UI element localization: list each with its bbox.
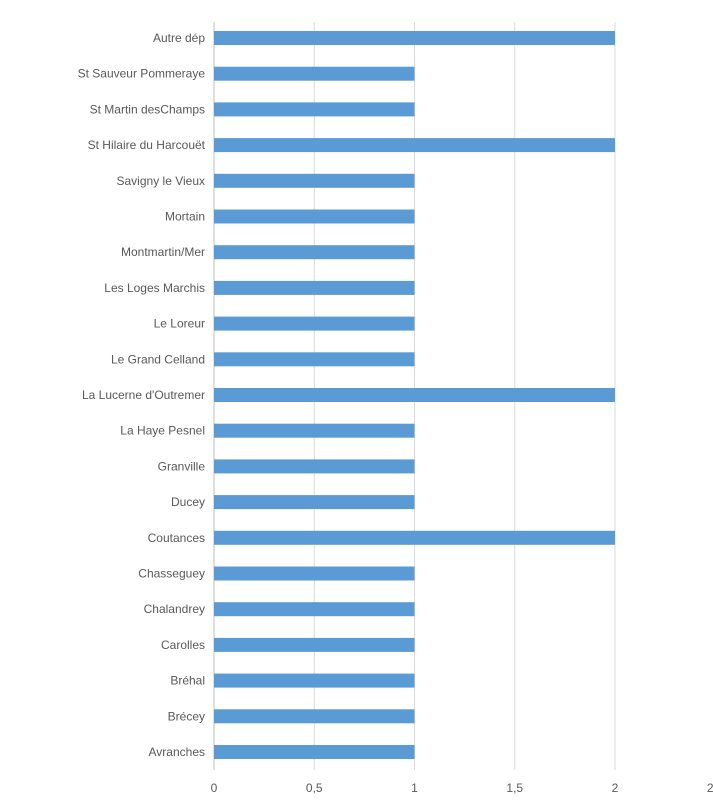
category-label: St Martin desChamps <box>90 102 205 116</box>
bar <box>214 209 415 224</box>
bar <box>214 423 415 438</box>
x-tick-label: 2 <box>612 781 619 795</box>
category-label: Granville <box>158 459 206 473</box>
category-label: Carolles <box>161 638 205 652</box>
category-label: Savigny le Vieux <box>117 174 206 188</box>
bar <box>214 459 415 474</box>
x-tick-label: 0 <box>211 781 218 795</box>
category-label: La Haye Pesnel <box>120 424 205 438</box>
bars <box>214 31 615 759</box>
bar <box>214 637 415 652</box>
category-label: Ducey <box>171 495 205 509</box>
bar <box>214 352 415 367</box>
bar <box>214 66 415 81</box>
category-label: Coutances <box>148 531 205 545</box>
category-label: Les Loges Marchis <box>104 281 205 295</box>
bar <box>214 602 415 617</box>
category-label: Chalandrey <box>144 602 205 616</box>
bar <box>214 316 415 331</box>
category-label: Brécey <box>168 709 205 723</box>
category-label: Avranches <box>149 745 205 759</box>
category-label: Chasseguey <box>138 567 205 581</box>
bar <box>214 280 415 295</box>
bar <box>214 745 415 759</box>
x-tick-label: 0,5 <box>306 781 323 795</box>
category-label: La Lucerne d'Outremer <box>82 388 205 402</box>
category-label: Le Grand Celland <box>111 352 205 366</box>
category-label: Le Loreur <box>154 317 205 331</box>
bar <box>214 173 415 188</box>
bar <box>214 388 615 402</box>
bar <box>214 31 615 45</box>
x-tick-label: 2,5 <box>707 781 713 795</box>
x-axis-tick-labels: 0 0,5 1 1,5 2 2,5 <box>211 781 713 795</box>
category-labels: Autre dép St Sauveur Pommeraye St Martin d… <box>78 31 206 759</box>
category-label: St Hilaire du Harcouët <box>88 138 206 152</box>
category-label: Mortain <box>165 210 205 224</box>
bar <box>214 530 615 545</box>
bar <box>214 245 415 260</box>
category-label: St Sauveur Pommeraye <box>78 67 206 81</box>
bar <box>214 138 615 153</box>
bar <box>214 566 415 581</box>
bar <box>214 495 415 510</box>
x-tick-label: 1 <box>411 781 418 795</box>
x-tick-label: 1,5 <box>506 781 523 795</box>
category-label: Bréhal <box>170 674 205 688</box>
category-label: Autre dép <box>153 31 205 45</box>
bar <box>214 709 415 724</box>
bar <box>214 673 415 688</box>
category-label: Montmartin/Mer <box>121 245 205 259</box>
bar <box>214 102 415 117</box>
